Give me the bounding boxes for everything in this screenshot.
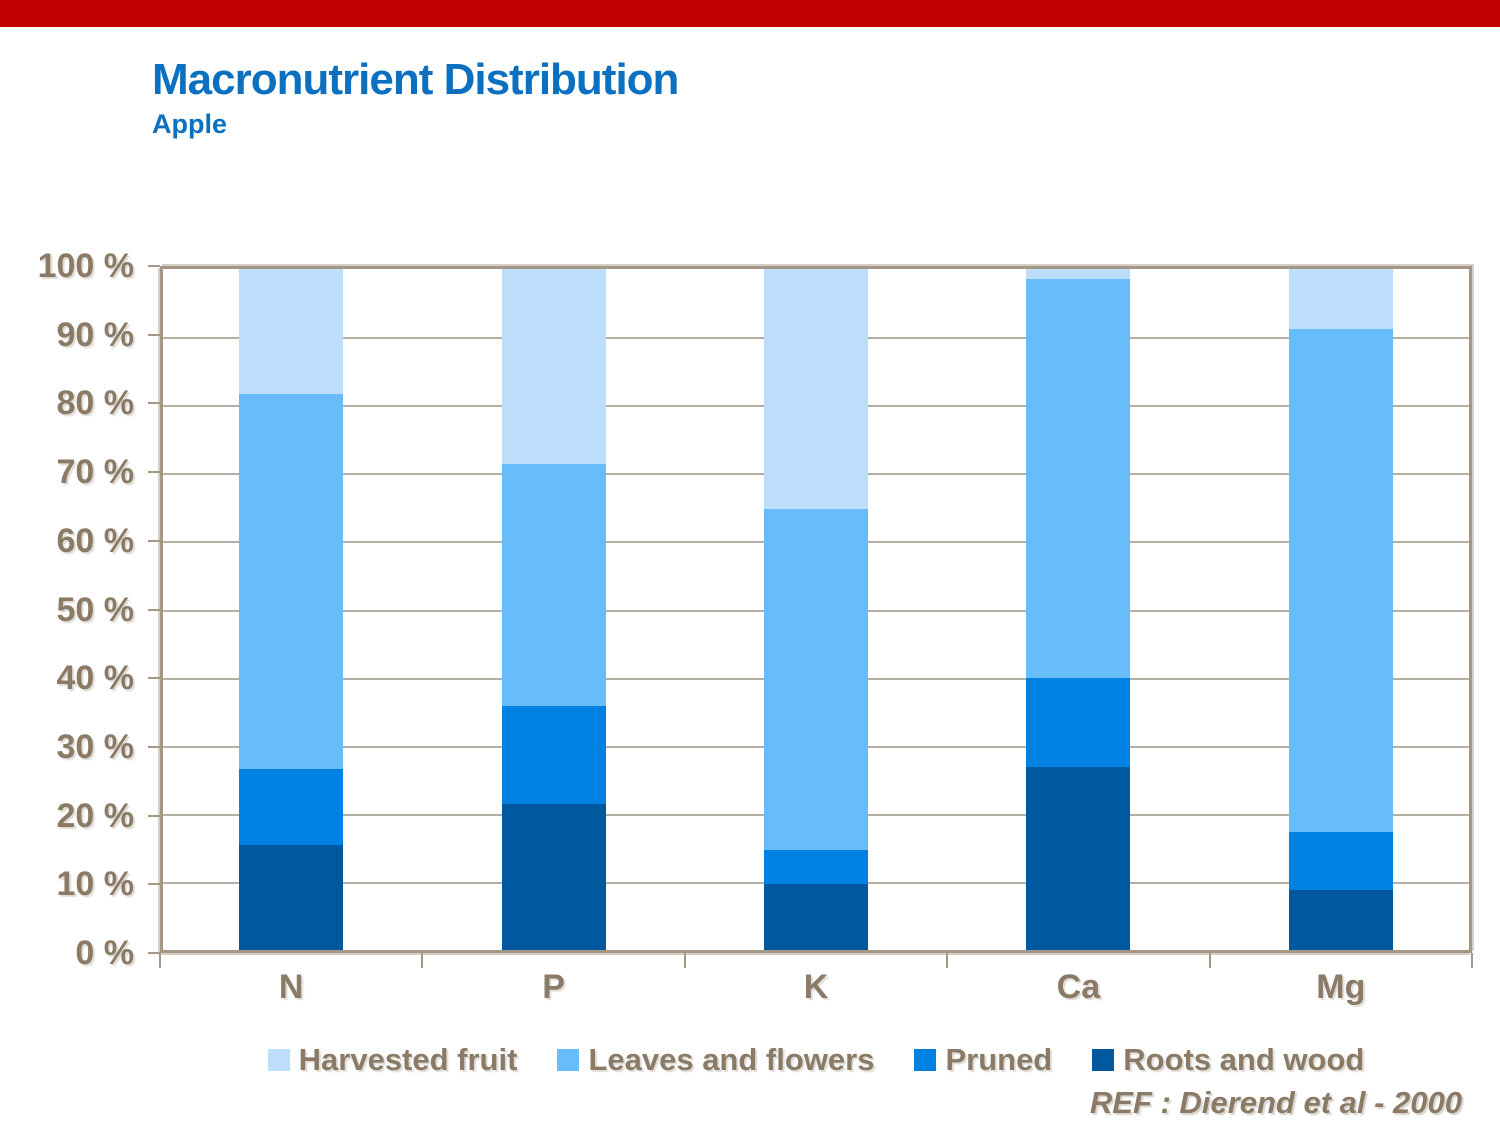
legend-swatch-icon	[1092, 1049, 1115, 1071]
legend-label: Roots and wood	[1123, 1042, 1365, 1077]
y-tick	[148, 883, 160, 886]
y-label-70%: 70 %	[56, 453, 135, 492]
top-accent-bar	[0, 0, 1500, 27]
y-tick	[148, 814, 160, 817]
bar-Mg-segment-roots-and-wood	[1288, 890, 1393, 950]
legend-item-leaves-and-flowers: Leaves and flowers	[557, 1042, 874, 1078]
y-tick	[148, 471, 160, 474]
x-tick	[159, 953, 161, 968]
y-label-30%: 30 %	[56, 727, 135, 766]
bar-Mg-segment-pruned	[1288, 832, 1393, 891]
bar-Ca-segment-pruned	[1026, 678, 1131, 767]
bar-Mg	[1288, 269, 1393, 950]
legend-item-harvested-fruit: Harvested fruit	[267, 1042, 518, 1078]
x-label-Ca: Ca	[1056, 968, 1101, 1006]
y-tick	[148, 608, 160, 611]
x-tick	[946, 953, 949, 968]
bar-N-segment-pruned	[239, 768, 344, 846]
x-tick	[683, 953, 686, 968]
bar-K-segment-leaves-and-flowers	[764, 508, 868, 850]
x-label-N: N	[278, 968, 304, 1006]
bar-P-segment-pruned	[501, 706, 606, 804]
bar-Ca-segment-leaves-and-flowers	[1026, 279, 1131, 679]
legend-label: Harvested fruit	[298, 1042, 518, 1077]
y-tick	[148, 333, 160, 336]
legend-label: Leaves and flowers	[588, 1042, 875, 1077]
y-label-50%: 50 %	[56, 590, 135, 629]
y-label-20%: 20 %	[56, 796, 135, 835]
chart-subtitle: Apple	[152, 109, 228, 139]
bar-Ca-segment-roots-and-wood	[1026, 766, 1131, 950]
x-label-P: P	[542, 968, 565, 1006]
y-tick	[148, 677, 160, 680]
legend-item-roots-and-wood: Roots and wood	[1092, 1042, 1364, 1078]
legend-swatch-icon	[914, 1049, 937, 1071]
legend-label: Pruned	[945, 1042, 1053, 1077]
bar-K-segment-pruned	[764, 849, 868, 884]
y-label-80%: 80 %	[56, 384, 135, 423]
reference-note: REF : Dierend et al - 2000	[1089, 1085, 1462, 1120]
y-label-60%: 60 %	[56, 521, 135, 560]
legend-swatch-icon	[267, 1049, 290, 1071]
legend-swatch-icon	[557, 1049, 580, 1071]
bar-N-segment-leaves-and-flowers	[239, 394, 344, 769]
bar-Mg-segment-harvested-fruit	[1288, 269, 1393, 329]
y-tick	[148, 402, 160, 405]
x-tick	[1208, 953, 1211, 968]
legend-item-pruned: Pruned	[914, 1042, 1052, 1078]
bar-Ca	[1026, 269, 1131, 950]
y-tick	[148, 539, 160, 542]
bar-Ca-segment-harvested-fruit	[1026, 269, 1131, 280]
y-tick	[148, 745, 160, 748]
bar-N-segment-harvested-fruit	[239, 269, 344, 395]
bar-P-segment-harvested-fruit	[501, 269, 606, 464]
y-label-0%: 0 %	[75, 934, 134, 972]
bar-P	[501, 269, 606, 950]
y-label-100%: 100 %	[37, 247, 134, 285]
bar-P-segment-roots-and-wood	[501, 803, 606, 950]
bar-N	[239, 269, 344, 950]
y-label-90%: 90 %	[56, 315, 135, 354]
x-tick	[1471, 953, 1473, 968]
y-tick	[148, 265, 160, 267]
bar-N-segment-roots-and-wood	[239, 845, 344, 950]
bar-K	[764, 269, 868, 950]
plot-area	[160, 266, 1472, 953]
x-label-K: K	[803, 968, 829, 1006]
x-tick	[421, 953, 424, 968]
bar-Mg-segment-leaves-and-flowers	[1288, 328, 1393, 833]
y-label-10%: 10 %	[56, 865, 135, 904]
y-label-40%: 40 %	[56, 659, 135, 698]
bar-K-segment-roots-and-wood	[764, 883, 868, 950]
bar-K-segment-harvested-fruit	[764, 269, 868, 509]
bar-P-segment-leaves-and-flowers	[501, 463, 606, 707]
x-label-Mg: Mg	[1316, 968, 1366, 1006]
y-tick	[148, 952, 160, 954]
chart-legend: Harvested fruit Leaves and flowers Pruned R…	[160, 1038, 1472, 1082]
chart-title: Macronutrient Distribution	[152, 55, 679, 104]
